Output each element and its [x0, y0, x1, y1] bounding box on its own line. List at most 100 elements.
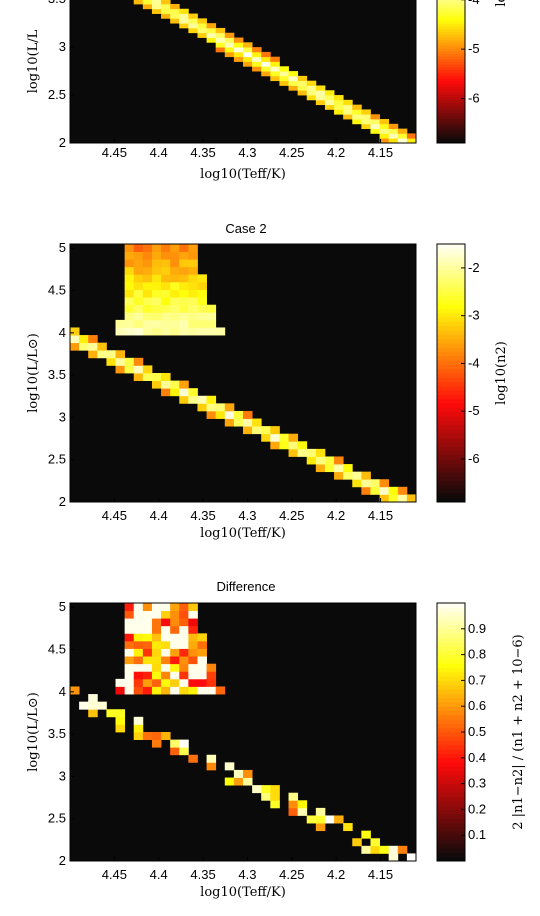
heatmap-cell	[315, 823, 326, 832]
heatmap-cell	[179, 18, 189, 24]
colorbar-step	[437, 330, 465, 335]
heatmap-cell	[133, 724, 144, 733]
heatmap-cell	[270, 792, 280, 801]
heatmap-cell	[188, 251, 198, 260]
colorbar-step	[437, 132, 465, 136]
heatmap-cell	[170, 281, 180, 290]
heatmap-cell	[343, 114, 353, 120]
colorbar-step	[437, 676, 465, 681]
heatmap-cell	[379, 123, 390, 130]
heatmap-cell	[179, 327, 189, 336]
heatmap-cell	[161, 274, 171, 283]
colorbar-tick-label: 0.7	[468, 672, 486, 687]
heatmap-cell	[315, 464, 326, 473]
heatmap-cell	[288, 75, 299, 82]
heatmap-cell	[124, 603, 135, 611]
heatmap-cell	[124, 678, 135, 687]
heatmap-cell	[206, 312, 217, 321]
colorbar-step	[437, 467, 465, 473]
colorbar-step	[437, 822, 465, 828]
heatmap-cell	[215, 37, 226, 43]
heatmap-cell	[133, 656, 144, 665]
heatmap-cell	[379, 479, 390, 488]
heatmap-cell	[124, 671, 135, 680]
heatmap-cell	[161, 618, 171, 627]
heatmap-cell	[142, 618, 153, 627]
heatmap-cell	[352, 104, 362, 110]
heatmap-cell	[179, 618, 189, 627]
heatmap-cell	[243, 410, 253, 419]
heatmap-cell	[115, 686, 126, 695]
heatmap-cell	[79, 335, 89, 344]
heatmap-cell	[261, 785, 271, 794]
heatmap-cell	[142, 266, 153, 275]
heatmap-cell	[315, 456, 326, 465]
x-tick-label: 4.35	[190, 508, 215, 523]
heatmap-cell	[106, 350, 116, 359]
colorbar-step	[437, 813, 465, 819]
heatmap-cell	[270, 426, 280, 435]
heatmap-cell	[170, 312, 180, 321]
heatmap-cell	[233, 418, 244, 427]
heatmap-cell	[79, 342, 89, 351]
y-tick-label: 5	[59, 240, 66, 255]
colorbar-step	[437, 497, 465, 503]
heatmap-cell	[142, 312, 153, 321]
colorbar-tick-label: 0.3	[468, 776, 486, 791]
heatmap-cell	[161, 244, 171, 252]
heatmap-cell	[133, 648, 144, 657]
heatmap-cell	[188, 388, 198, 397]
heatmap-cell	[352, 114, 362, 120]
colorbar-step	[437, 9, 465, 14]
heatmap-cell	[179, 656, 189, 665]
colorbar-step	[437, 75, 465, 79]
colorbar-step	[437, 714, 465, 720]
heatmap-cell	[324, 90, 335, 96]
colorbar-step	[437, 398, 465, 404]
heatmap-cell	[179, 312, 189, 321]
heatmap-cell	[206, 304, 217, 313]
heatmap-cell	[170, 380, 180, 389]
colorbar-step	[437, 287, 465, 292]
heatmap-cell	[370, 845, 380, 854]
colorbar-step	[437, 334, 465, 340]
heatmap-cell	[179, 23, 189, 29]
heatmap-cell	[161, 13, 171, 19]
colorbar-step	[437, 321, 465, 327]
heatmap-cell	[115, 365, 126, 374]
heatmap-cell	[206, 663, 217, 672]
heatmap-cell	[115, 678, 126, 687]
heatmap-cell	[142, 671, 153, 680]
heatmap-cell	[188, 274, 198, 283]
heatmap-cell	[297, 441, 308, 450]
colorbar-step	[437, 50, 465, 54]
colorbar-step	[437, 839, 465, 845]
colorbar-label: log10(n	[494, 0, 509, 7]
heatmap-cell	[270, 433, 280, 442]
colorbar-tick-label: 0.4	[468, 750, 486, 765]
heatmap-cell	[170, 244, 180, 252]
heatmap-cell	[133, 365, 144, 374]
heatmap-cell	[133, 373, 144, 381]
heatmap-cell	[142, 640, 153, 649]
heatmap-cell	[170, 633, 180, 642]
colorbar-step	[437, 646, 465, 651]
heatmap-cell	[142, 0, 153, 5]
heatmap-cell	[170, 739, 180, 748]
colorbar-step	[437, 15, 465, 19]
colorbar-step	[437, 45, 465, 49]
heatmap-cell	[151, 618, 162, 627]
x-tick-label: 4.45	[102, 867, 127, 882]
heatmap-cell	[133, 663, 144, 672]
colorbar-step	[437, 118, 465, 122]
heatmap-cell	[215, 410, 226, 419]
heatmap-cell	[133, 640, 144, 649]
heatmap-cell	[188, 633, 198, 642]
heatmap-cell	[170, 656, 180, 665]
heatmap-cell	[406, 133, 417, 139]
colorbar-step	[437, 58, 465, 62]
y-tick-label: 2.5	[48, 452, 66, 467]
heatmap-cell	[70, 335, 80, 344]
colorbar-step	[437, 338, 465, 344]
heatmap-cell	[179, 610, 189, 619]
